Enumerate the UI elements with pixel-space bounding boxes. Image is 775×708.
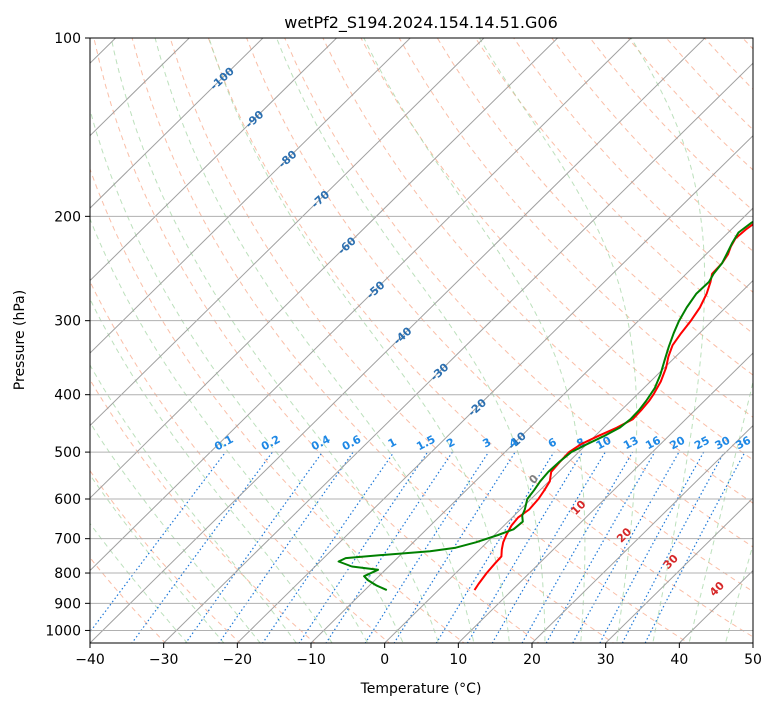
y-tick-label: 300	[54, 314, 81, 330]
mixing-ratio-label: 20	[668, 434, 688, 453]
y-tick-label: 200	[54, 209, 81, 225]
isotherm-line	[604, 497, 753, 643]
x-tick-label: 10	[449, 652, 467, 668]
mixing-ratio-label: 13	[621, 434, 641, 453]
mixing-ratio-line	[521, 451, 634, 643]
x-tick-label: 30	[597, 652, 615, 668]
moist-adiabat-line	[478, 38, 638, 643]
moist-adiabat-line	[90, 364, 297, 643]
x-tick-label: −10	[296, 652, 326, 668]
sounding-series-line	[337, 220, 753, 592]
moist-adiabat-line	[110, 38, 440, 643]
mixing-ratio-line	[466, 451, 584, 643]
x-tick-label: −20	[223, 652, 253, 668]
dry-adiabat-line	[398, 38, 753, 418]
chart-title: wetPf2_S194.2024.154.14.51.G06	[284, 13, 558, 33]
isotherm-line	[90, 38, 338, 282]
y-tick-label: 600	[54, 492, 81, 508]
dry-adiabat-line	[322, 38, 753, 504]
sounding-series-line	[473, 222, 753, 591]
y-axis-ticks: 1000 900 800 700 600 500 400 300 200 100	[45, 31, 90, 639]
y-tick-label: 400	[54, 388, 81, 404]
x-tick-label: 20	[523, 652, 541, 668]
x-tick-label: 0	[380, 652, 389, 668]
dry-adiabat-line	[169, 38, 690, 643]
plot-frame	[89, 37, 754, 644]
dry-adiabat-line	[90, 556, 167, 643]
dry-adiabat-line	[284, 38, 753, 548]
mixing-ratio-line	[131, 451, 273, 643]
dry-adiabat-line	[90, 469, 241, 643]
isotherm-line	[90, 38, 706, 643]
sounding-profiles	[337, 220, 753, 592]
dry-adiabat-line	[93, 38, 540, 643]
moist-adiabat-line	[90, 421, 261, 643]
mixing-ratio-line	[298, 451, 429, 643]
y-tick-label: 800	[54, 566, 81, 582]
x-tick-label: 40	[670, 652, 688, 668]
mixing-ratio-line	[435, 451, 555, 643]
mixing-ratio-label: 16	[643, 434, 663, 453]
dry-adiabat-line	[90, 167, 465, 643]
mixing-ratio-label: 30	[713, 434, 733, 453]
dry-adiabat-line	[90, 378, 316, 643]
moist-adiabat-line	[90, 107, 404, 643]
isotherm-line	[310, 207, 753, 643]
isotherm-line	[531, 424, 753, 643]
x-axis-label: Temperature (°C)	[360, 681, 482, 697]
y-tick-label: 1000	[45, 623, 81, 639]
moist-adiabat-line	[154, 38, 475, 643]
mixing-ratio-line	[262, 451, 395, 643]
isotherm-line	[90, 38, 559, 499]
isotherm-line	[90, 38, 485, 427]
dry-adiabat-line	[207, 38, 753, 638]
y-tick-label: 700	[54, 532, 81, 548]
x-tick-label: −40	[75, 652, 105, 668]
mixing-ratio-line	[491, 451, 606, 643]
mixing-ratio-labels: 0.1 0.2 0.4 0.6 1 1.5 2 3 4 6 8 10 13 16 20 25 30 36	[212, 433, 753, 454]
isotherm-line	[90, 38, 190, 137]
isotherm-line	[236, 134, 753, 643]
isotherm-line	[90, 38, 264, 209]
y-tick-label: 500	[54, 445, 81, 461]
isotherm-lines	[90, 38, 753, 643]
y-tick-label: 100	[54, 31, 81, 47]
mixing-ratio-label: 25	[692, 434, 712, 453]
moist-adiabat-line	[363, 38, 586, 643]
isobar-lines	[90, 38, 753, 631]
dry-adiabat-line	[131, 38, 615, 643]
x-axis-ticks: −40 −30 −20 −10 0 10 20 30 40 50	[75, 643, 762, 668]
mixing-ratio-label: 36	[733, 434, 753, 453]
background-lines	[90, 38, 753, 643]
mixing-ratio-line	[599, 451, 705, 643]
mixing-ratio-line	[90, 451, 227, 633]
mixing-ratio-line	[621, 451, 725, 643]
isotherm-line	[457, 352, 753, 643]
dry-adiabat-line	[436, 38, 753, 376]
moist-adiabat-line	[90, 473, 225, 643]
isotherm-line	[162, 62, 753, 643]
mixing-ratio-line	[218, 451, 354, 643]
dry-adiabat-line	[246, 38, 753, 593]
moist-adiabat-line	[208, 38, 510, 643]
y-axis-label: Pressure (hPa)	[12, 290, 28, 390]
isotherm-line	[90, 38, 632, 572]
x-tick-label: −30	[149, 652, 179, 668]
y-tick-label: 900	[54, 596, 81, 612]
dry-adiabat-line	[90, 280, 391, 643]
isotherm-line	[90, 38, 411, 354]
mixing-ratio-lines	[90, 451, 746, 643]
mixing-ratio-line	[393, 451, 516, 643]
isotherm-line	[383, 279, 753, 643]
x-tick-label: 50	[744, 652, 762, 668]
